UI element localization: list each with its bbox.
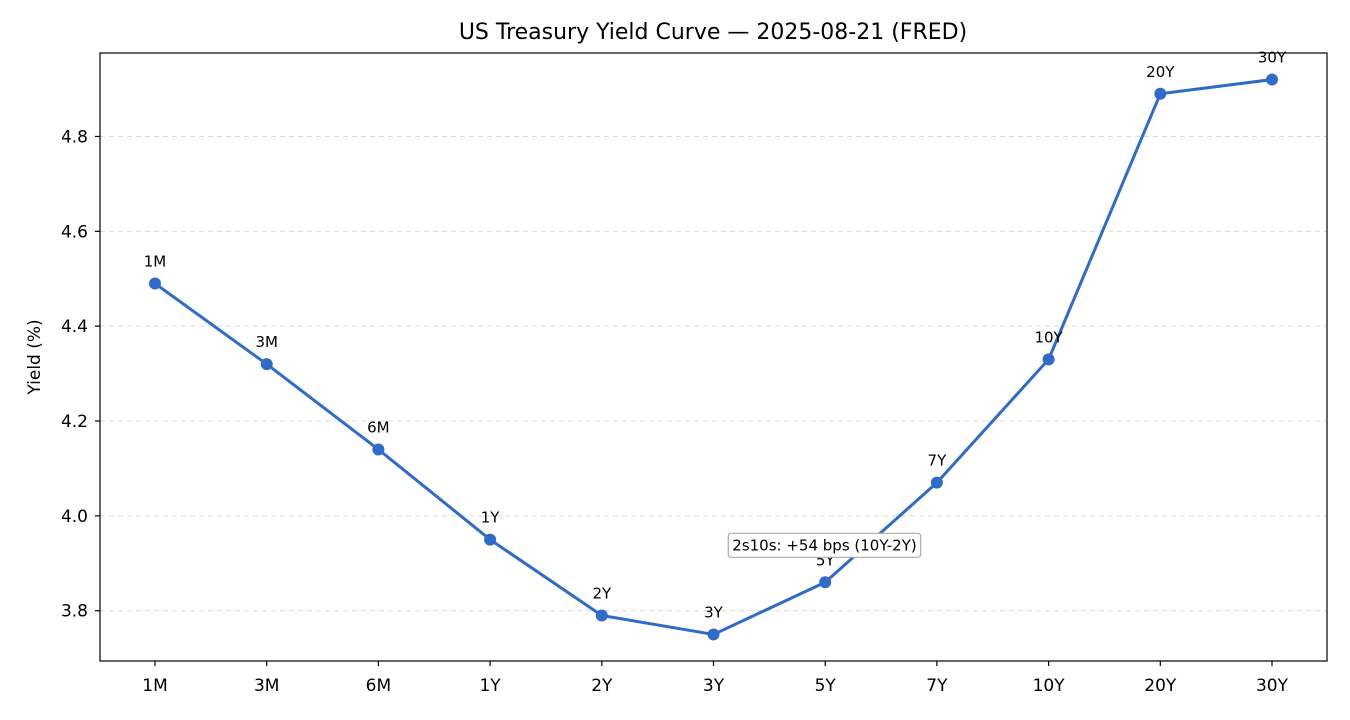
x-tick-label: 30Y — [1256, 676, 1289, 696]
data-point — [149, 277, 161, 290]
x-tick-label: 3Y — [703, 676, 725, 696]
data-label: 30Y — [1258, 49, 1287, 67]
x-tick-label: 20Y — [1144, 676, 1177, 696]
y-tick-label: 4.0 — [61, 507, 88, 527]
x-tick-label: 2Y — [591, 676, 613, 696]
data-label: 3M — [255, 333, 278, 351]
data-label: 7Y — [928, 452, 948, 470]
data-point — [372, 443, 385, 456]
data-point — [595, 609, 608, 622]
plot-frame — [99, 52, 1328, 662]
annotation-text: 2s10s: +54 bps (10Y-2Y) — [732, 536, 916, 554]
y-axis-label: Yield (%) — [25, 319, 45, 395]
data-label: 3Y — [704, 603, 724, 621]
y-tick-label: 4.4 — [61, 317, 88, 337]
data-point — [1042, 353, 1055, 366]
y-tick-label: 4.6 — [61, 222, 88, 242]
data-label: 10Y — [1034, 328, 1063, 346]
data-label: 6M — [367, 418, 390, 436]
data-point — [1266, 73, 1278, 86]
y-tick-label: 4.8 — [61, 127, 88, 147]
data-point — [930, 476, 943, 489]
data-label: 1M — [144, 252, 167, 270]
x-axis: 1M 3M 6M 1Y 2Y 3Y 5Y 7Y 10Y 20Y 30Y — [142, 661, 1289, 696]
data-point — [260, 358, 273, 371]
y-axis: 3.8 4.0 4.2 4.4 4.6 4.8 — [61, 127, 100, 622]
data-label: 1Y — [481, 509, 501, 527]
y-tick-label: 3.8 — [61, 602, 88, 622]
x-tick-label: 10Y — [1033, 676, 1066, 696]
data-label: 20Y — [1146, 63, 1175, 81]
x-tick-label: 6M — [366, 676, 391, 696]
series-line — [154, 78, 1273, 636]
data-point — [484, 533, 497, 546]
data-point — [1154, 87, 1167, 100]
annotation-box — [727, 532, 922, 558]
x-tick-label: 1M — [142, 676, 167, 696]
x-tick-label: 3M — [254, 676, 279, 696]
x-tick-label: 1Y — [479, 676, 501, 696]
data-label: 2Y — [592, 584, 612, 602]
data-point — [707, 628, 720, 641]
gridlines — [100, 135, 1327, 612]
chart-title: US Treasury Yield Curve — 2025-08-21 (FR… — [459, 20, 967, 45]
y-tick-label: 4.2 — [61, 412, 88, 432]
x-tick-label: 5Y — [815, 676, 837, 696]
x-tick-label: 7Y — [926, 676, 948, 696]
data-point — [819, 576, 832, 589]
spread-annotation: 2s10s: +54 bps (10Y-2Y) — [727, 532, 922, 558]
